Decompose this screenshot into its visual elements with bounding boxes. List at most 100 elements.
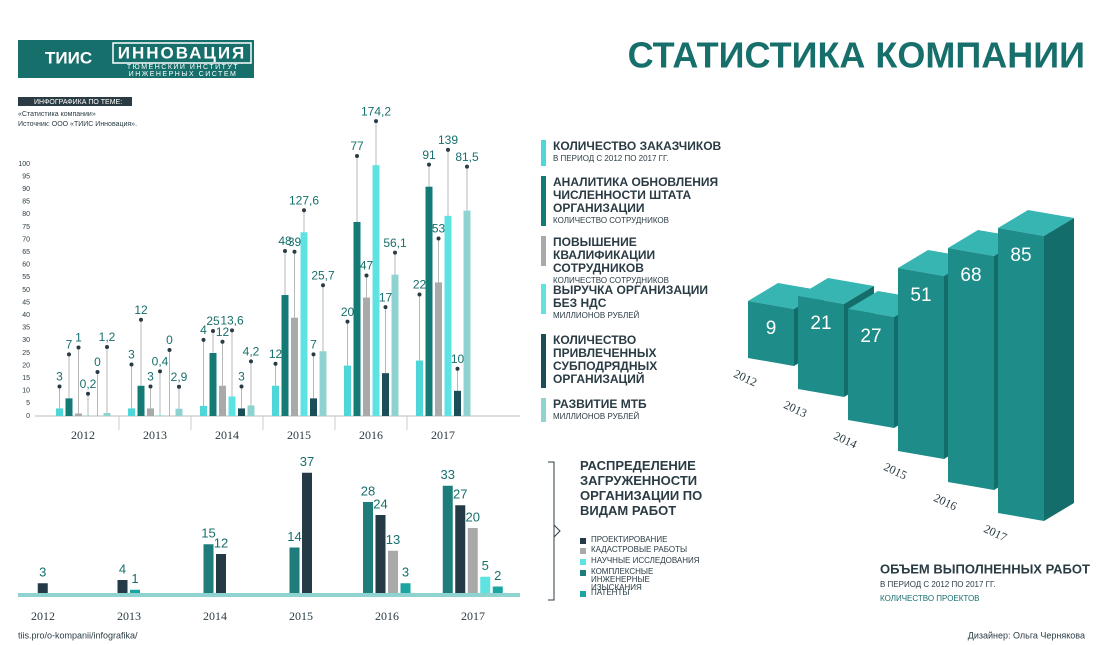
legend-swatch [541, 236, 546, 266]
x-tick-label: 2015 [882, 460, 910, 483]
bar [291, 317, 298, 416]
value-label: 3 [39, 565, 46, 580]
box-front [898, 268, 944, 459]
value-label: 53 [432, 222, 446, 236]
pin-dot [239, 384, 244, 389]
bar [200, 405, 207, 416]
y-tick-label: 75 [22, 224, 30, 231]
bar [455, 505, 466, 593]
value-label: 3 [238, 370, 245, 384]
y-tick-label: 65 [22, 249, 30, 256]
bar [353, 221, 361, 416]
value-label: 56,1 [383, 236, 407, 250]
value-label: 81,5 [455, 150, 479, 164]
bar [216, 554, 226, 593]
value-label: 68 [960, 265, 981, 286]
x-tick-label: 2014 [203, 609, 227, 623]
value-label: 139 [438, 133, 458, 147]
value-label: 24 [373, 496, 387, 511]
legend-name: Проектирование [591, 535, 668, 544]
value-label: 174,2 [361, 104, 391, 118]
legend-swatch [580, 548, 586, 554]
legend-name: Патенты [591, 588, 630, 597]
y-tick-label: 20 [22, 362, 30, 369]
value-label: 22 [413, 278, 427, 292]
bar [388, 550, 398, 593]
x-tick-label: 2015 [287, 428, 311, 442]
value-label: 3 [56, 370, 63, 384]
y-tick-label: 80 [22, 211, 30, 218]
bar [175, 408, 183, 416]
bar [272, 385, 279, 416]
box-top [748, 283, 824, 309]
bar [117, 580, 128, 593]
x-tick-label: 2017 [461, 609, 485, 623]
bar [480, 576, 491, 593]
y-tick-label: 70 [22, 236, 30, 243]
pin-dot [86, 391, 90, 396]
pin-dot [345, 319, 350, 324]
page-title: СТАТИСТИКА КОМПАНИИ [628, 35, 1085, 76]
x-tick-label: 2015 [289, 609, 313, 623]
pin-dot [321, 283, 325, 288]
value-label: 4 [200, 323, 207, 337]
value-label: 0,4 [152, 355, 169, 369]
y-tick-label: 85 [22, 199, 30, 206]
y-tick-label: 30 [22, 337, 30, 344]
pin-dot [76, 345, 81, 350]
y-tick-label: 15 [22, 375, 30, 382]
bar [319, 351, 327, 416]
box-top [798, 278, 874, 304]
legend-note: В период с 2012 по 2017 гг. [553, 154, 669, 163]
logo-box [18, 40, 254, 78]
x-tick-label: 2016 [359, 428, 383, 442]
legend-swatch [541, 398, 546, 422]
value-label: 127,6 [289, 193, 319, 207]
pin-dot [417, 292, 422, 297]
y-tick-label: 0 [26, 413, 30, 420]
legend-note: Количество сотрудников [553, 276, 669, 285]
pin-dot [220, 339, 225, 344]
bracket [548, 461, 561, 601]
pin-dot [302, 208, 306, 213]
legend-name: Количество заказчиков [553, 139, 722, 153]
value-label: 0 [94, 355, 101, 369]
bar [147, 408, 154, 416]
legend-name: Выручка организации без НДС [553, 283, 709, 310]
legend-item: Аналитика обновления численности штата о… [553, 176, 728, 226]
volume-title: Объем выполненных работ [880, 561, 1090, 576]
bar [344, 365, 351, 416]
x-tick-label: 2012 [71, 428, 95, 442]
bar [416, 360, 423, 416]
x-tick-label: 2016 [375, 609, 399, 623]
y-tick-label: 60 [22, 262, 30, 269]
brand: ИННОВАЦИЯ [118, 43, 247, 62]
pin-dot [273, 361, 278, 366]
bar [228, 396, 236, 416]
bar [103, 412, 111, 416]
value-label: 25 [206, 314, 220, 328]
pin-dot [355, 153, 359, 158]
footer-url: tiis.pro/o-kompanii/infografika/ [18, 630, 138, 640]
legend-note: Миллионов рублей [553, 412, 640, 421]
value-label: 77 [350, 139, 364, 153]
value-label: 1 [75, 331, 82, 345]
bar [382, 373, 389, 416]
value-label: 25,7 [311, 268, 335, 282]
value-label: 0,2 [80, 377, 97, 391]
pin-dot [455, 366, 460, 371]
y-tick-label: 10 [22, 388, 30, 395]
box-front [798, 296, 844, 397]
y-tick-label: 25 [22, 350, 30, 357]
legend-name: Количество привлеченных субподрядных орг… [553, 333, 658, 386]
bar [300, 232, 308, 416]
value-label: 39 [288, 235, 302, 249]
topic-label: ИНФОГРАФИКА ПО ТЕМЕ: [34, 99, 122, 106]
legend-name: Научные исследования [591, 556, 700, 565]
x-tick-label: 2014 [215, 428, 239, 442]
bar [65, 398, 73, 416]
bar [442, 485, 453, 593]
pin-dot [446, 147, 450, 152]
bar [238, 408, 245, 416]
legend-name: Аналитика обновления численности штата о… [553, 175, 719, 215]
